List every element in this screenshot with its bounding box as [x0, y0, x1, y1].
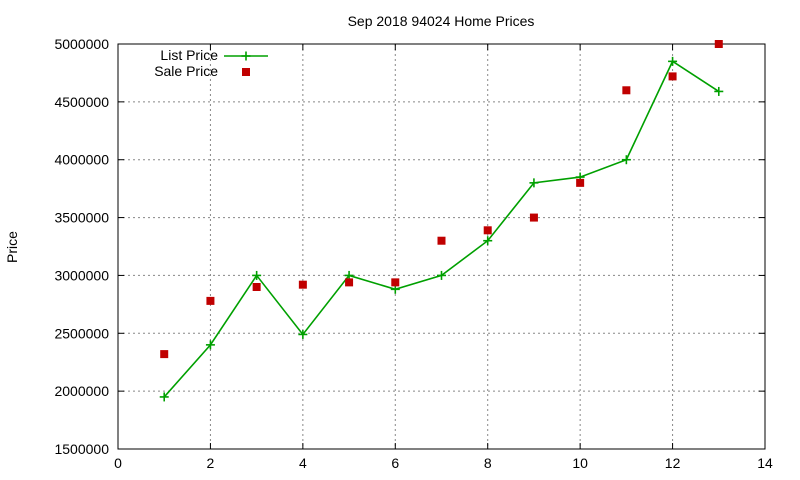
sale-price-point [714, 40, 723, 48]
sale-price-point [576, 178, 585, 187]
x-tick-label: 8 [484, 455, 492, 471]
x-tick-label: 6 [391, 455, 399, 471]
sale-price-point [160, 350, 169, 359]
sale-price-point [252, 283, 261, 291]
sale-price-point [483, 226, 492, 235]
list-price-point [159, 392, 169, 402]
series-sale-price [160, 40, 723, 359]
list-price-point [714, 86, 724, 96]
list-price-point [621, 155, 631, 165]
x-tick-label: 2 [207, 455, 215, 471]
plot-frame [117, 43, 766, 450]
y-tick-label: 5000000 [54, 36, 109, 52]
list-price-point [529, 178, 539, 188]
y-tick-labels: 1500000 2000000 2500000 3000000 3500000 40000… [54, 36, 109, 457]
sale-price-point [206, 296, 215, 305]
series-list-price [159, 56, 724, 402]
x-tick-label: 10 [572, 455, 588, 471]
sale-price-point [529, 213, 538, 222]
y-tick-label: 2000000 [54, 383, 109, 399]
legend-label-sale-price: Sale Price [154, 63, 218, 79]
legend: List Price Sale Price [154, 47, 268, 79]
y-tick-label: 4000000 [54, 152, 109, 168]
list-price-point [298, 329, 308, 339]
axis-ticks [117, 43, 766, 450]
legend-label-list-price: List Price [160, 47, 218, 63]
sale-price-point [345, 278, 354, 287]
y-tick-label: 2500000 [54, 325, 109, 341]
list-price-point [668, 56, 678, 66]
sale-price-point [622, 86, 631, 95]
sale-price-point [668, 72, 677, 81]
list-price-point [252, 270, 262, 280]
y-tick-label: 4500000 [54, 94, 109, 110]
chart-title: Sep 2018 94024 Home Prices [348, 13, 535, 29]
y-tick-label: 3500000 [54, 210, 109, 226]
y-tick-label: 3000000 [54, 267, 109, 283]
y-axis-label: Price [4, 231, 20, 263]
list-price-point [437, 270, 446, 280]
list-price-point [205, 340, 215, 350]
x-tick-label: 0 [114, 455, 122, 471]
sale-price-point [298, 280, 307, 289]
x-tick-label: 12 [665, 455, 681, 471]
sale-price-point [391, 278, 400, 287]
x-tick-label: 14 [757, 455, 773, 471]
sale-price-point [437, 236, 446, 245]
x-tick-label: 4 [299, 455, 307, 471]
list-price-line [163, 60, 720, 398]
legend-marker-sale-price [242, 68, 250, 76]
list-price-point [483, 236, 493, 246]
y-tick-label: 1500000 [54, 441, 109, 457]
x-tick-labels: 0 2 4 6 8 10 12 14 [114, 455, 773, 471]
legend-marker-list-price [241, 51, 251, 61]
grid [118, 44, 765, 449]
